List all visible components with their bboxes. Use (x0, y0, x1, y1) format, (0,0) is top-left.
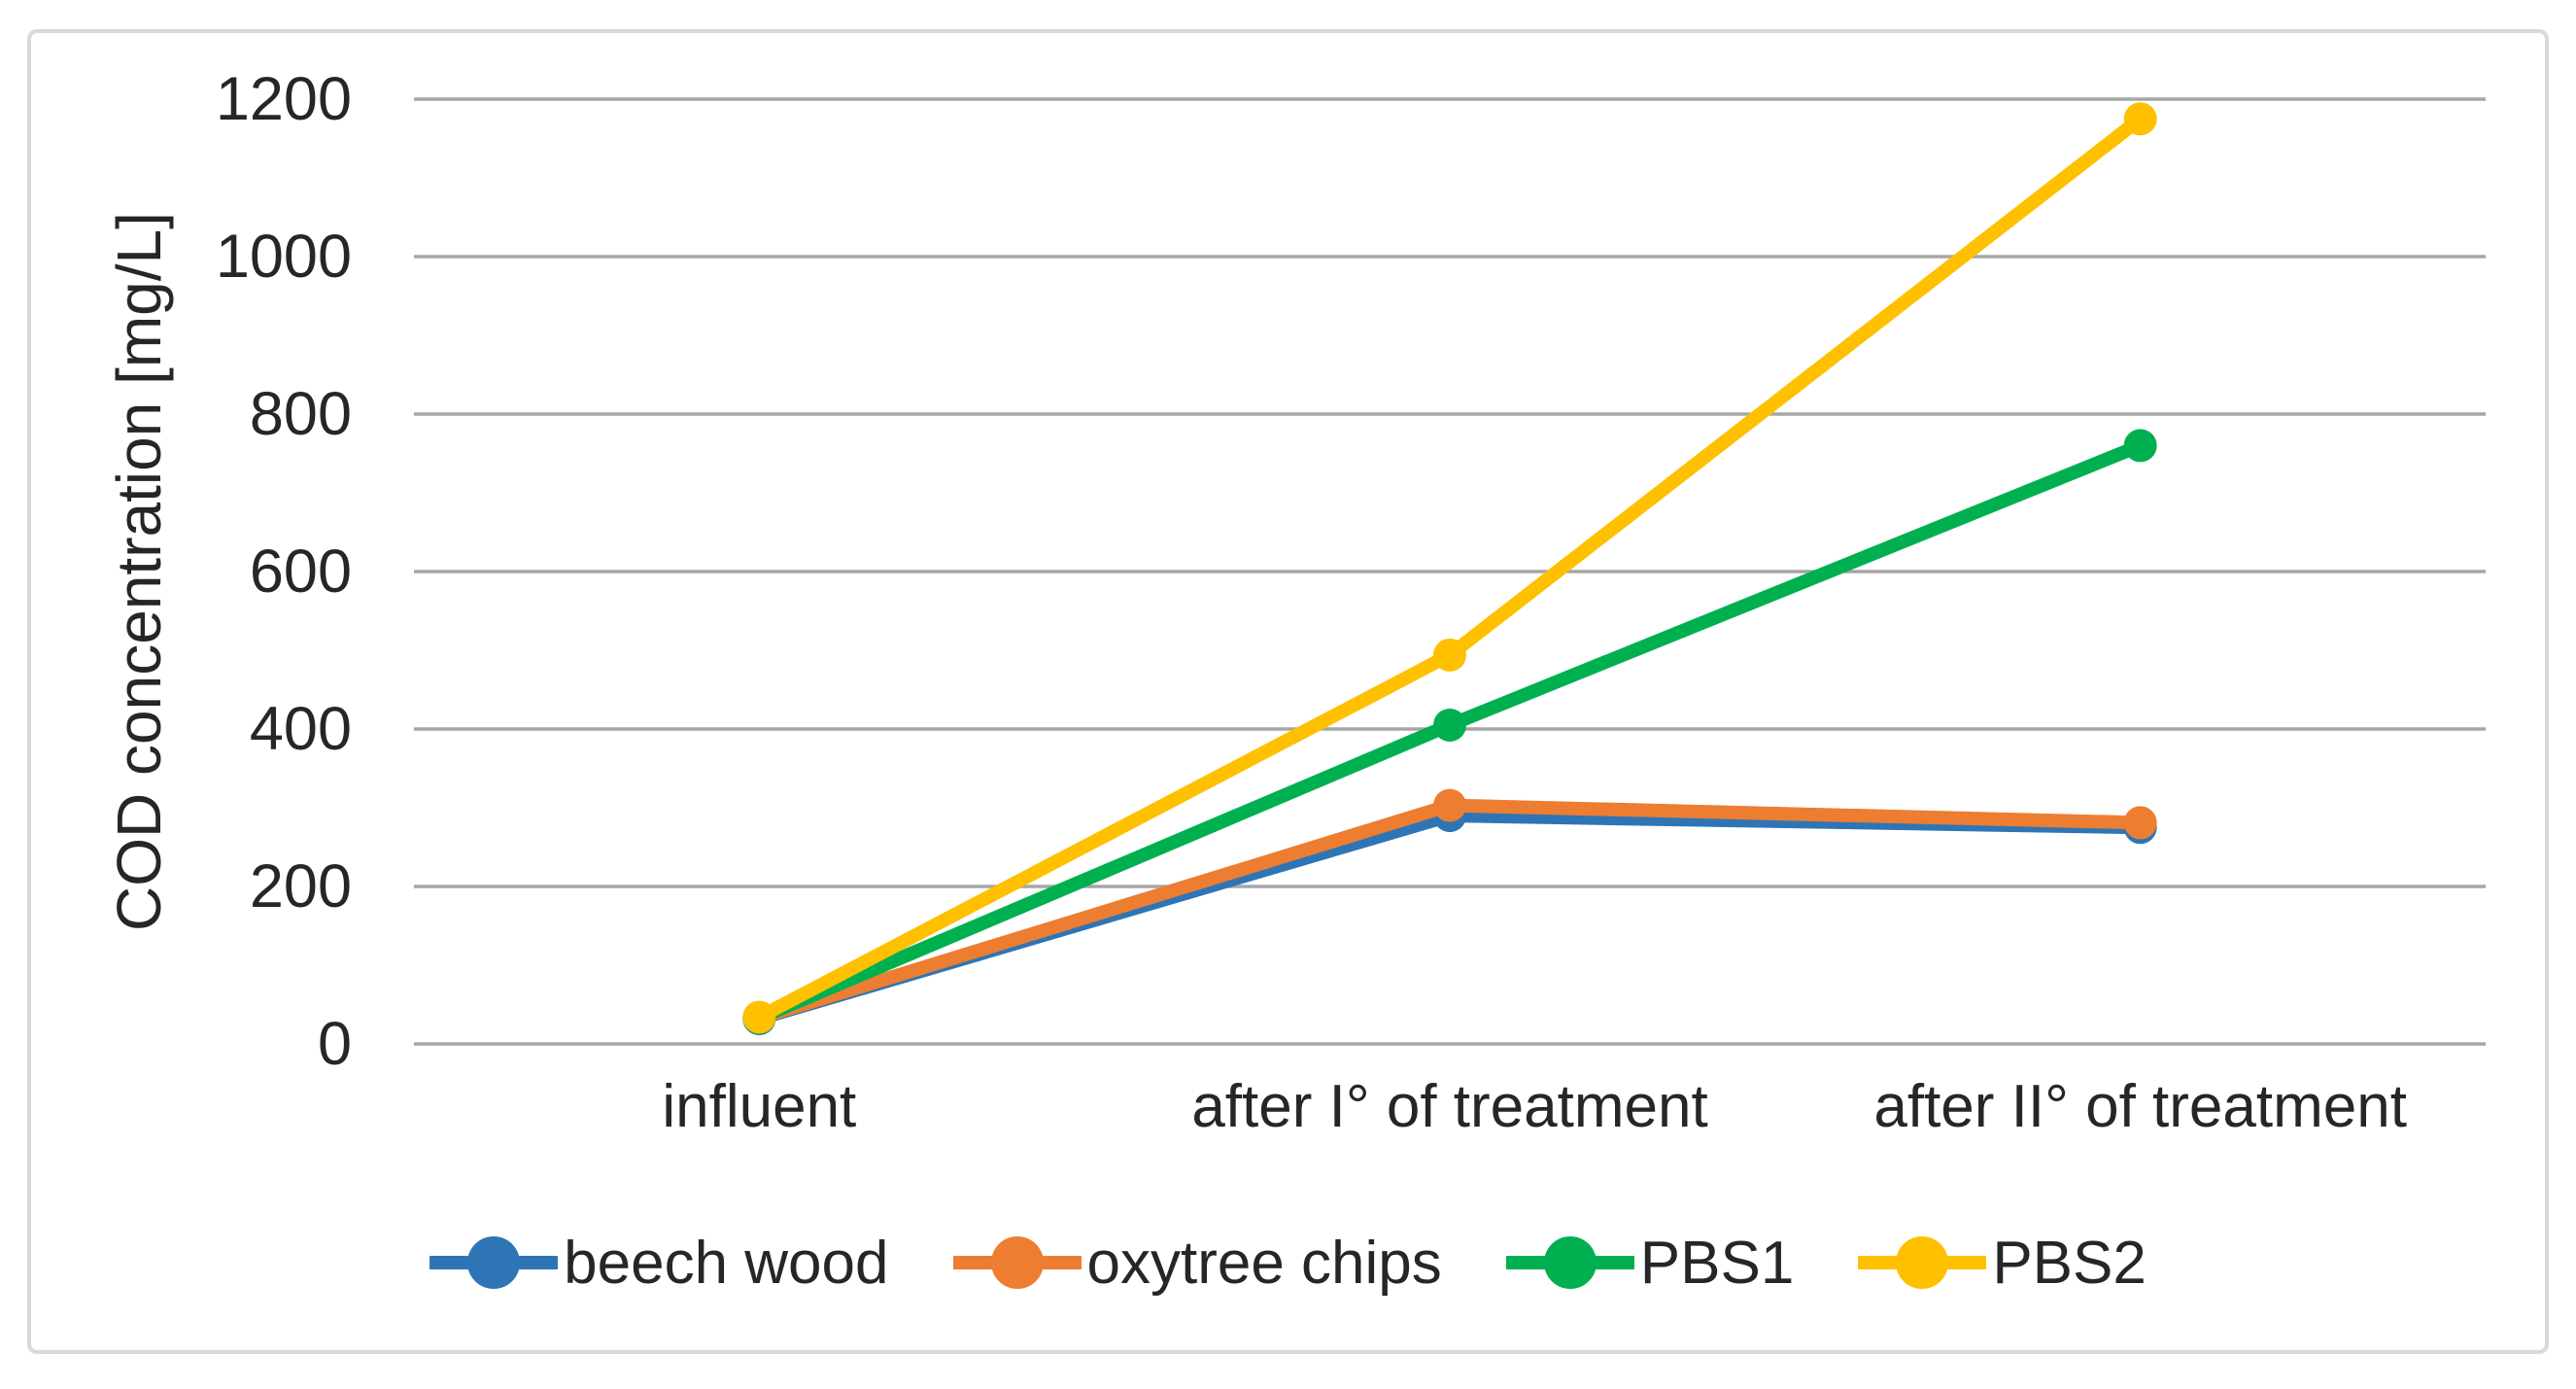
series-marker (2123, 102, 2157, 136)
series-marker (1433, 708, 1466, 742)
series-line (752, 112, 2147, 1024)
gridlines (414, 97, 2486, 1046)
series-marker (742, 1000, 776, 1034)
x-category-label: influent (662, 1073, 857, 1140)
y-tick-label: 1000 (215, 223, 352, 291)
legend-marker-icon (429, 1236, 559, 1289)
x-category-label: after II° of treatment (1873, 1073, 2407, 1140)
chart-panel (27, 29, 2549, 1354)
legend-marker-icon (1505, 1236, 1634, 1289)
series-line (752, 809, 2147, 1026)
legend-item-beech-wood: beech wood (429, 1228, 889, 1298)
legend-marker-icon (1858, 1236, 1987, 1289)
legend-item-label: PBS1 (1639, 1229, 1795, 1297)
legend-item-pbs1: PBS1 (1505, 1228, 1795, 1298)
series-pbs2 (742, 102, 2157, 1034)
legend-item-label: PBS2 (1992, 1229, 2147, 1297)
series-marker (2123, 806, 2157, 840)
y-tick-label: 400 (249, 695, 352, 763)
series-layer (742, 102, 2157, 1036)
x-category-label: after I° of treatment (1191, 1073, 1708, 1140)
legend-item-label: oxytree chips (1086, 1229, 1442, 1297)
legend-marker-icon (952, 1236, 1082, 1289)
legend-item-oxytree-chips: oxytree chips (952, 1228, 1442, 1298)
series-oxytree-chips (742, 788, 2157, 1035)
legend-item-pbs2: PBS2 (1858, 1228, 2147, 1298)
series-marker (1433, 788, 1466, 822)
series-pbs1 (742, 429, 2157, 1035)
series-marker (2123, 429, 2157, 463)
y-tick-label: 600 (249, 538, 352, 606)
legend: beech wood oxytree chips PBS1 PBS2 (27, 1221, 2549, 1304)
y-axis-title: COD concentration [mg/L] (104, 212, 174, 931)
y-tick-label: 200 (249, 852, 352, 920)
series-marker (1433, 638, 1466, 672)
y-tick-label: 1200 (215, 65, 352, 133)
legend-item-label: beech wood (564, 1229, 889, 1297)
y-tick-label: 800 (249, 380, 352, 448)
y-tick-label: 0 (317, 1010, 352, 1078)
